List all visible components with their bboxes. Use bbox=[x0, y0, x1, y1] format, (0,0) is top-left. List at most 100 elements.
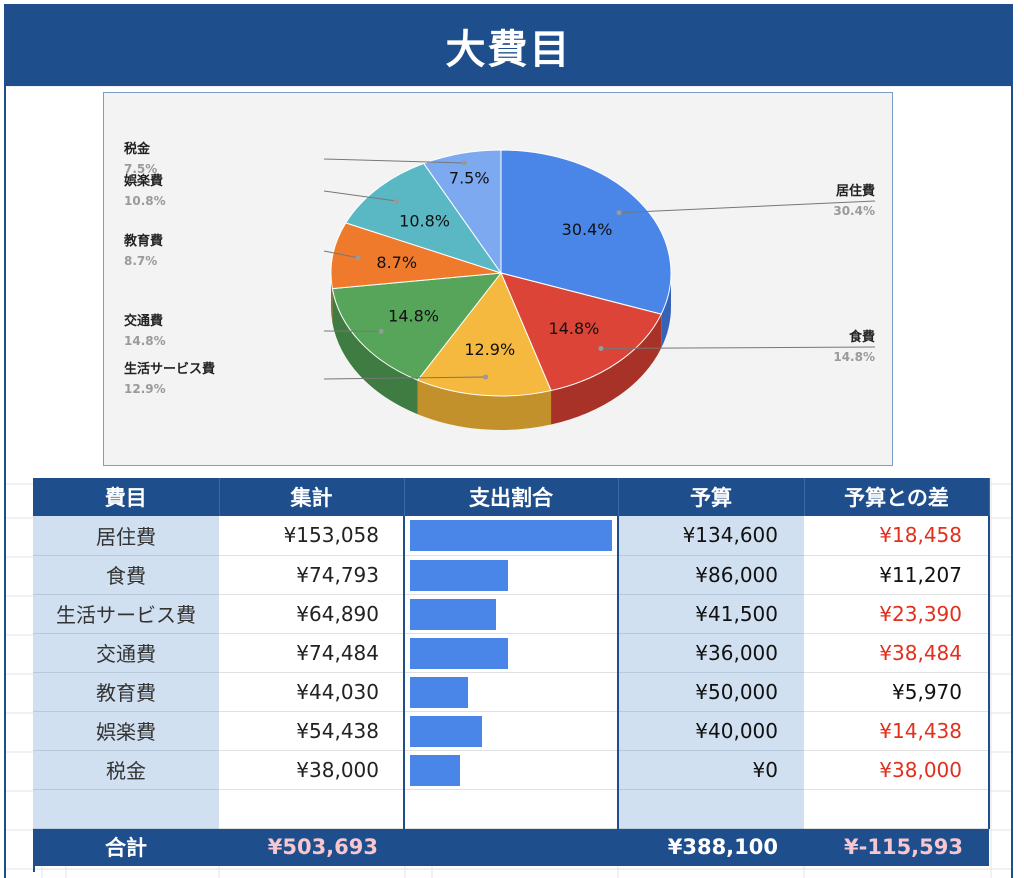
pie-chart[interactable]: 30.4% 14.8% 12.9% 14.8% 8.7% 10.8% 7.5% 居住費 30.4… bbox=[103, 92, 893, 466]
cell-budget[interactable]: ¥40,000 bbox=[618, 711, 804, 751]
pie-slice[interactable] bbox=[416, 272, 552, 397]
ratio-bar bbox=[410, 754, 460, 786]
table-header-row: 費目 集計 支出割合 予算 予算との差 bbox=[33, 478, 990, 516]
table-row: 娯楽費 ¥54,438 ¥40,000 ¥14,438 bbox=[33, 711, 990, 751]
sheet-title: 大費目 bbox=[445, 27, 572, 73]
cell-category[interactable]: 教育費 bbox=[33, 672, 219, 712]
pie-slice-label: 14.8% bbox=[549, 319, 600, 338]
cell-category[interactable]: 娯楽費 bbox=[33, 711, 219, 751]
table-total-row: 合計 ¥503,693 ¥388,100 ¥-115,593 bbox=[33, 828, 989, 866]
cell-diff[interactable]: ¥23,390 bbox=[804, 594, 990, 634]
cell-ratio[interactable] bbox=[403, 555, 619, 595]
cell-budget[interactable]: ¥41,500 bbox=[618, 594, 804, 634]
cell-diff[interactable]: ¥38,484 bbox=[804, 633, 990, 673]
pie-slice-label: 7.5% bbox=[449, 168, 490, 187]
cell-budget[interactable]: ¥134,600 bbox=[618, 516, 804, 556]
pie-slice-side bbox=[661, 273, 671, 349]
pie-slice-side bbox=[551, 314, 662, 425]
pie-slice[interactable] bbox=[331, 272, 503, 381]
pie-leader-line bbox=[323, 250, 359, 259]
pie-leader-dot bbox=[378, 328, 384, 334]
cell-empty[interactable] bbox=[804, 789, 990, 829]
table-row: 居住費 ¥153,058 ¥134,600 ¥18,458 bbox=[33, 516, 990, 556]
pie-leader-dot bbox=[355, 255, 361, 261]
cell-diff[interactable]: ¥18,458 bbox=[804, 516, 990, 556]
pie-leader-dot bbox=[461, 160, 467, 166]
pie-slice-side bbox=[417, 380, 552, 430]
pie-slice[interactable] bbox=[500, 149, 672, 315]
cell-ratio[interactable] bbox=[403, 672, 619, 712]
table-row: 税金 ¥38,000 ¥0 ¥38,000 bbox=[33, 750, 990, 790]
total-label[interactable]: 合計 bbox=[33, 828, 219, 866]
pie-leader-dot bbox=[616, 210, 622, 216]
pie-leader-line bbox=[323, 376, 486, 380]
pie-legend-percent: 14.8% bbox=[124, 334, 166, 348]
cell-ratio[interactable] bbox=[403, 633, 619, 673]
cell-empty[interactable] bbox=[33, 789, 219, 829]
cell-empty[interactable] bbox=[219, 789, 404, 829]
cell-sum[interactable]: ¥38,000 bbox=[219, 750, 404, 790]
cell-ratio[interactable] bbox=[403, 594, 619, 634]
total-sum[interactable]: ¥503,693 bbox=[219, 828, 404, 866]
cell-ratio[interactable] bbox=[403, 750, 619, 790]
sheet-frame bbox=[4, 4, 1013, 878]
cell-diff[interactable]: ¥14,438 bbox=[804, 711, 990, 751]
pie-legend-percent: 14.8% bbox=[833, 350, 875, 364]
pie-legend-label: 税金 bbox=[124, 141, 151, 157]
pie-slice[interactable] bbox=[330, 222, 502, 290]
header-ratio[interactable]: 支出割合 bbox=[404, 478, 619, 516]
cell-budget[interactable]: ¥36,000 bbox=[618, 633, 804, 673]
cell-empty[interactable] bbox=[403, 789, 619, 829]
pie-legend-label: 居住費 bbox=[836, 183, 875, 199]
pie-leader-dot bbox=[483, 374, 489, 380]
cell-sum[interactable]: ¥64,890 bbox=[219, 594, 404, 634]
pie-leader-line bbox=[619, 200, 876, 214]
pie-legend-label: 生活サービス費 bbox=[124, 361, 215, 377]
pie-legend-label: 食費 bbox=[849, 329, 875, 345]
cell-category[interactable]: 税金 bbox=[33, 750, 219, 790]
cell-sum[interactable]: ¥74,793 bbox=[219, 555, 404, 595]
cell-budget[interactable]: ¥86,000 bbox=[618, 555, 804, 595]
pie-legend-percent: 7.5% bbox=[124, 162, 157, 176]
header-sum[interactable]: 集計 bbox=[219, 478, 405, 516]
ratio-bar bbox=[410, 676, 468, 708]
pie-slice-label: 8.7% bbox=[376, 253, 417, 272]
budget-table: 費目 集計 支出割合 予算 予算との差 居住費 ¥153,058 ¥134,600 ¥… bbox=[33, 478, 990, 866]
pie-slice[interactable] bbox=[500, 272, 662, 392]
cell-diff[interactable]: ¥11,207 bbox=[804, 555, 990, 595]
cell-diff[interactable]: ¥5,970 bbox=[804, 672, 990, 712]
cell-sum[interactable]: ¥44,030 bbox=[219, 672, 404, 712]
pie-legend-label: 教育費 bbox=[123, 233, 163, 249]
ratio-bar bbox=[410, 559, 508, 591]
cell-budget[interactable]: ¥0 bbox=[618, 750, 804, 790]
cell-category[interactable]: 生活サービス費 bbox=[33, 594, 219, 634]
cell-category[interactable]: 居住費 bbox=[33, 516, 219, 556]
total-budget[interactable]: ¥388,100 bbox=[618, 828, 804, 866]
cell-budget[interactable]: ¥50,000 bbox=[618, 672, 804, 712]
total-ratio-empty[interactable] bbox=[404, 828, 618, 866]
cell-empty[interactable] bbox=[618, 789, 804, 829]
cell-ratio[interactable] bbox=[403, 711, 619, 751]
pie-slice-label: 10.8% bbox=[399, 211, 450, 230]
pie-legend-label: 交通費 bbox=[124, 313, 163, 329]
pie-leader-line bbox=[323, 158, 465, 164]
cell-diff[interactable]: ¥38,000 bbox=[804, 750, 990, 790]
header-budget[interactable]: 予算 bbox=[618, 478, 805, 516]
ratio-bar bbox=[410, 637, 508, 669]
pie-chart-svg: 30.4% 14.8% 12.9% 14.8% 8.7% 10.8% 7.5% 居住費 30.4… bbox=[123, 141, 876, 430]
pie-slice-side bbox=[331, 273, 333, 323]
cell-sum[interactable]: ¥74,484 bbox=[219, 633, 404, 673]
ratio-bar bbox=[410, 520, 612, 551]
cell-category[interactable]: 食費 bbox=[33, 555, 219, 595]
pie-slice[interactable] bbox=[422, 149, 502, 275]
cell-category[interactable]: 交通費 bbox=[33, 633, 219, 673]
cell-ratio[interactable] bbox=[403, 516, 619, 556]
header-category[interactable]: 費目 bbox=[33, 478, 220, 516]
cell-sum[interactable]: ¥54,438 bbox=[219, 711, 404, 751]
pie-legend-percent: 8.7% bbox=[124, 254, 157, 268]
cell-sum[interactable]: ¥153,058 bbox=[219, 516, 404, 556]
pie-slice[interactable] bbox=[345, 162, 503, 274]
header-diff[interactable]: 予算との差 bbox=[804, 478, 990, 516]
total-diff[interactable]: ¥-115,593 bbox=[804, 828, 989, 866]
pie-leader-dot bbox=[393, 198, 399, 204]
